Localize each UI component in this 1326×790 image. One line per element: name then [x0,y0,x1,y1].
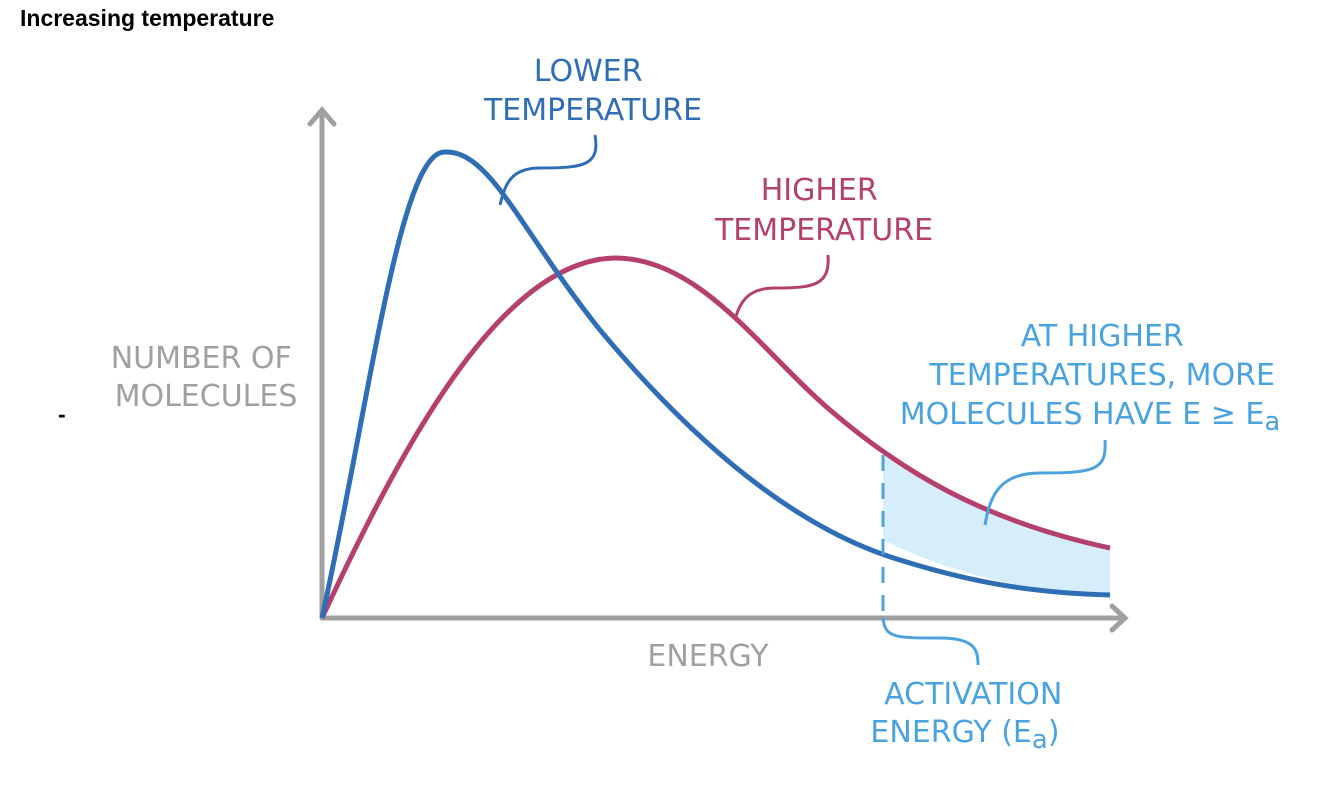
higher-curve [319,255,1111,620]
connector [881,617,980,666]
axes [307,106,1129,633]
label-part: ENERGY (E [870,715,1031,750]
label-part: a [1264,407,1280,437]
shaded-area [883,455,1110,595]
label-part: AT HIGHER [1021,319,1184,354]
x-axis-label: ENERGY [647,639,769,674]
label-part: ) [1048,715,1060,750]
label-part: a [1032,725,1048,755]
annotation: AT HIGHER TEMPERATURES, MORE MOLECULES H… [900,319,1285,437]
lower-curve [319,149,1111,619]
heading: Increasing temperature [20,5,274,31]
label-part: ACTIVATION [884,677,1062,712]
connector [983,439,1107,526]
y-axis-label: NUMBER OF MOLECULES [111,341,302,414]
label-part: TEMPERATURES, MORE [928,358,1275,393]
connector [498,134,598,206]
activation-label: ACTIVATION ENERGY (Ea) [870,677,1071,755]
label-part: NUMBER OF [111,341,292,376]
label-part: MOLECULES [115,379,298,414]
lower-label: LOWER TEMPERATURE [483,54,702,128]
label-part: HIGHER [761,173,878,208]
label-part: LOWER [534,54,643,89]
higher-label: HIGHER TEMPERATURE [714,173,933,248]
connector [733,254,830,321]
label-part: TEMPERATURE [483,93,702,128]
bullet: - [58,401,66,427]
label-part: TEMPERATURE [714,213,933,248]
label-part: MOLECULES HAVE E ≥ E [900,397,1265,432]
